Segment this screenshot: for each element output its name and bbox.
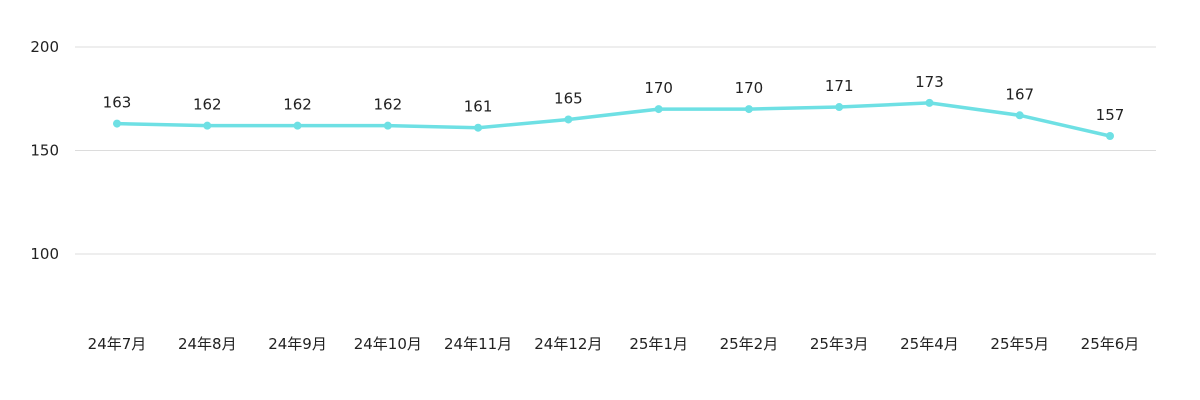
x-tick-label: 24年11月	[444, 335, 512, 353]
x-tick-label: 24年10月	[354, 335, 422, 353]
data-label: 171	[825, 77, 854, 95]
x-tick-label: 25年1月	[629, 335, 688, 353]
x-tick-label: 25年5月	[990, 335, 1049, 353]
data-label: 170	[644, 79, 673, 97]
data-point	[293, 121, 302, 130]
x-tick-label: 24年9月	[268, 335, 327, 353]
grid-layer	[75, 46, 1156, 255]
x-tick-label: 25年3月	[810, 335, 869, 353]
x-tick-label: 24年12月	[534, 335, 602, 353]
data-point	[1106, 132, 1114, 141]
data-label: 162	[283, 96, 312, 114]
series-layer	[113, 98, 1114, 141]
y-tick-label-200: 200	[30, 38, 59, 56]
data-point	[564, 115, 573, 124]
data-label: 163	[103, 94, 132, 112]
y-tick-label-150: 150	[30, 142, 59, 160]
data-point	[835, 103, 844, 112]
data-label: 167	[1005, 85, 1034, 103]
x-tick-label: 25年6月	[1081, 335, 1140, 353]
x-axis-ticks: 24年7月 24年8月 24年9月 24年10月 24年11月 24年12月 25年1月 25…	[88, 335, 1140, 353]
data-label: 173	[915, 73, 944, 91]
data-point	[474, 123, 483, 132]
x-tick-label: 25年2月	[720, 335, 779, 353]
data-point	[203, 121, 212, 130]
data-label: 162	[193, 96, 222, 114]
y-axis-ticks: 100 150 200	[30, 38, 59, 263]
data-point	[383, 121, 392, 130]
x-tick-label: 24年8月	[178, 335, 237, 353]
data-point	[654, 105, 663, 114]
data-point	[1015, 111, 1024, 120]
data-label: 157	[1096, 106, 1125, 124]
data-point	[925, 98, 934, 107]
x-tick-label: 24年7月	[88, 335, 147, 353]
series-line	[115, 101, 1112, 138]
y-tick-label-100: 100	[30, 245, 59, 263]
data-labels: 163 162 162 162 161 165 170 170 171 173 167 157	[103, 73, 1125, 124]
data-point	[113, 119, 121, 128]
data-label: 165	[554, 89, 583, 107]
data-point	[744, 105, 753, 114]
data-label: 162	[373, 96, 402, 114]
x-tick-label: 25年4月	[900, 335, 959, 353]
data-label: 161	[464, 98, 493, 116]
data-label: 170	[735, 79, 764, 97]
